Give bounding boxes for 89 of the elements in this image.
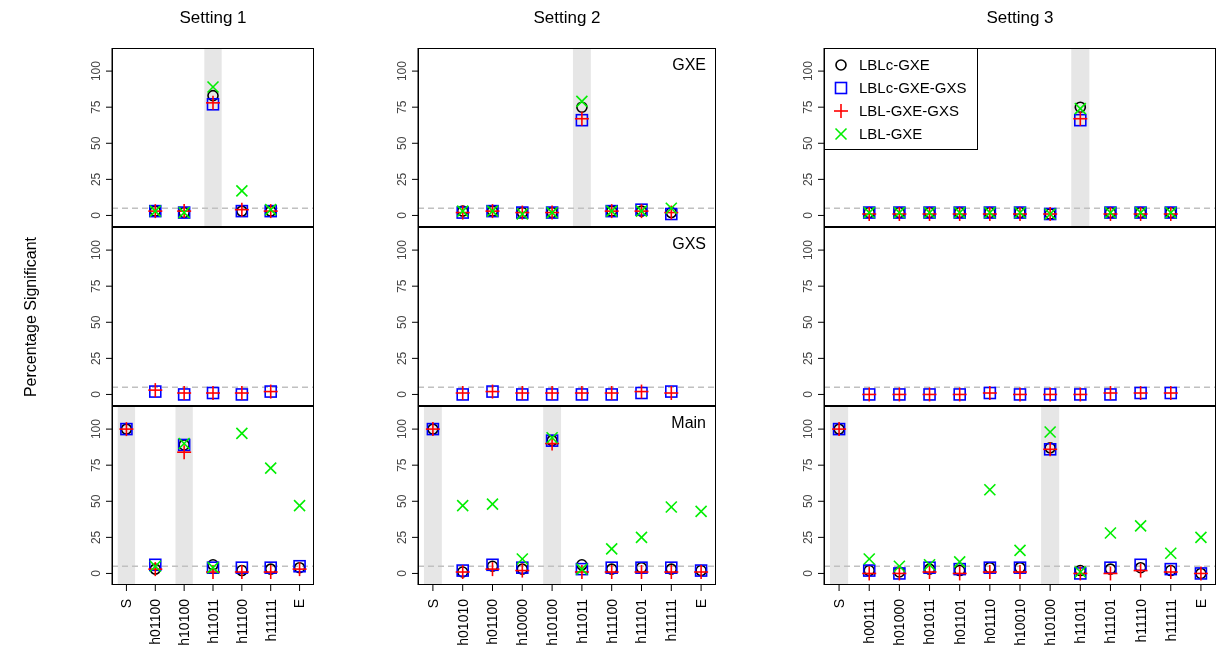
y-tick-label: 50 — [395, 315, 409, 329]
x-tick-label: h01100 — [484, 598, 501, 645]
y-tick-label: 75 — [89, 100, 103, 114]
y-tick-label: 100 — [395, 60, 409, 82]
y-tick-label: 25 — [89, 172, 103, 187]
y-tick-label: 25 — [395, 530, 409, 545]
x-tick-label: h11100 — [233, 598, 250, 644]
y-tick-label: 25 — [395, 172, 409, 187]
y-tick-label: 75 — [801, 458, 815, 472]
y-tick-label: 75 — [89, 458, 103, 472]
x-tick-label: h11111 — [262, 598, 279, 642]
annotation: GXE — [672, 56, 706, 74]
y-tick-label: 50 — [395, 494, 409, 508]
y-tick-label: 100 — [89, 60, 103, 82]
y-tick-label: 0 — [801, 390, 815, 398]
x-tick-label: S — [830, 599, 847, 609]
y-tick-label: 0 — [89, 569, 103, 577]
x-tick-label: E — [1192, 599, 1209, 609]
y-tick-label: 0 — [801, 569, 815, 577]
x-tick-label: h11011 — [573, 598, 590, 644]
y-tick-label: 100 — [801, 418, 815, 440]
y-tick-label: 0 — [89, 211, 103, 219]
y-tick-label: 75 — [395, 458, 409, 472]
annotation: Main — [671, 414, 706, 432]
x-tick-label: h11011 — [204, 598, 221, 644]
x-tick-label: h11111 — [663, 598, 680, 642]
y-tick-label: 75 — [395, 100, 409, 114]
x-tick-label: E — [693, 599, 709, 609]
x-tick-label: h01110 — [981, 598, 998, 644]
x-tick-label: h01011 — [921, 598, 938, 645]
x-tick-label: h10000 — [514, 598, 531, 646]
x-tick-label: h00111 — [861, 598, 878, 644]
x-tick-label: h10100 — [544, 598, 560, 646]
x-tick-label: h10010 — [1011, 598, 1028, 646]
y-tick-label: 0 — [89, 390, 103, 398]
legend-label: LBL-GXE-GXS — [859, 102, 960, 119]
y-tick-label: 50 — [89, 136, 103, 150]
y-tick-label: 50 — [801, 315, 815, 329]
y-tick-label: 100 — [89, 239, 103, 261]
x-tick-label: h10100 — [1042, 598, 1059, 646]
x-tick-label: h11011 — [1072, 598, 1089, 644]
y-tick-label: 100 — [395, 239, 409, 261]
y-tick-label: 25 — [801, 172, 815, 187]
y-tick-label: 75 — [395, 279, 409, 293]
y-tick-label: 100 — [801, 239, 815, 261]
y-tick-label: 75 — [801, 100, 815, 114]
y-tick-label: 25 — [89, 530, 103, 545]
x-tick-label: S — [424, 599, 441, 609]
x-tick-label: E — [291, 599, 308, 609]
y-tick-label: 0 — [801, 211, 815, 219]
y-tick-label: 100 — [89, 418, 103, 440]
annotation: GXS — [672, 235, 706, 253]
x-tick-label: h01010 — [454, 598, 471, 646]
y-tick-label: 100 — [801, 60, 815, 82]
x-tick-label: h11101 — [633, 598, 650, 644]
x-tick-label: h11110 — [1132, 598, 1149, 643]
chart-title: Setting 3 — [985, 8, 1055, 28]
y-tick-label: 25 — [801, 351, 815, 366]
y-tick-label: 25 — [801, 530, 815, 545]
x-tick-label: S — [118, 599, 135, 609]
y-tick-label: 75 — [89, 279, 103, 293]
y-tick-label: 25 — [89, 351, 103, 366]
chart-title: Setting 1 — [178, 8, 248, 28]
y-tick-label: 75 — [801, 279, 815, 293]
y-tick-label: 50 — [801, 494, 815, 508]
point — [207, 89, 219, 102]
y-tick-label: 50 — [89, 315, 103, 329]
x-tick-label: h10100 — [176, 598, 193, 646]
x-tick-label: h01100 — [147, 598, 164, 645]
y-axis-title: Percentage Significant — [22, 236, 40, 397]
y-tick-label: 0 — [395, 390, 409, 398]
legend-label: LBL-GXE — [859, 125, 923, 142]
y-tick-label: 0 — [395, 569, 409, 577]
y-tick-label: 25 — [395, 351, 409, 366]
y-tick-label: 100 — [395, 418, 409, 440]
x-tick-label: h11100 — [603, 598, 620, 644]
y-tick-label: 50 — [801, 136, 815, 150]
x-tick-label: h01000 — [891, 598, 908, 646]
x-tick-label: h11101 — [1102, 598, 1119, 644]
point — [576, 558, 588, 571]
y-tick-label: 0 — [395, 211, 409, 219]
legend-label: LBLc-GXE — [859, 56, 930, 73]
legend-label: LBLc-GXE-GXS — [859, 79, 967, 96]
x-tick-label: h11111 — [1162, 598, 1179, 642]
chart-title: Setting 2 — [532, 8, 602, 28]
y-tick-label: 50 — [395, 136, 409, 150]
y-tick-label: 50 — [89, 494, 103, 508]
point — [576, 101, 588, 113]
x-tick-label: h01101 — [951, 598, 968, 645]
